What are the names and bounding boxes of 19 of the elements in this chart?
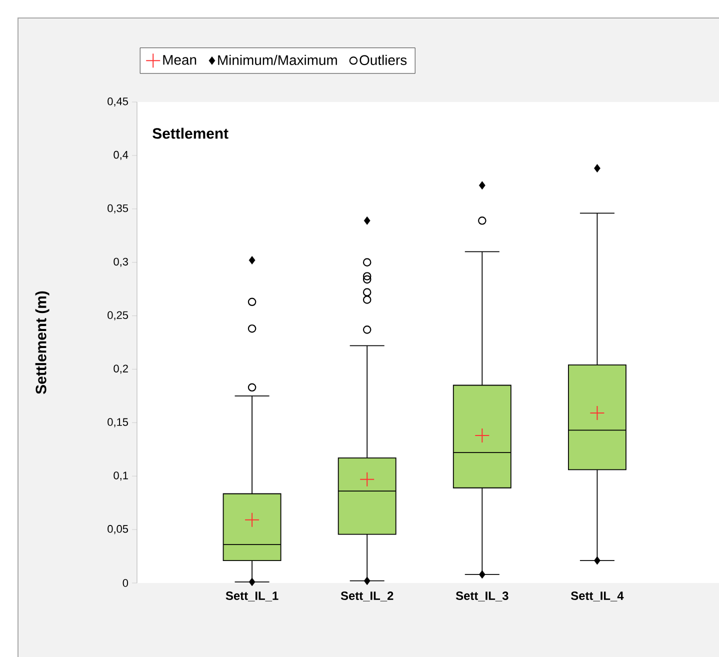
- y-tick-label: 0,2: [114, 364, 128, 374]
- legend-label: Mean: [163, 55, 196, 65]
- y-tick-label: 0,05: [108, 525, 128, 534]
- y-tick-label: 0,25: [108, 311, 128, 320]
- text: Settlement: [152, 128, 228, 139]
- legend-label: Minimum/Maximum: [218, 54, 337, 66]
- x-tick-label: Sett_IL_1: [226, 592, 278, 602]
- y-tick-label: 0,4: [114, 150, 128, 160]
- y-tick-label: 0,1: [114, 472, 128, 481]
- legend-label: Outliers: [360, 54, 407, 66]
- x-tick-label: Sett_IL_2: [340, 592, 394, 602]
- x-tick-label: Sett_IL_4: [570, 592, 624, 602]
- y-tick-label: 0: [122, 579, 128, 587]
- x-tick-label: Sett_IL_3: [456, 592, 508, 602]
- y-tick-label: 0,45: [108, 97, 128, 107]
- y-tick-label: 0,15: [108, 418, 128, 428]
- y-tick-label: 0,3: [114, 258, 128, 267]
- y-tick-label: 0,35: [108, 204, 128, 214]
- y-axis-title: Settlement (m): [35, 291, 50, 394]
